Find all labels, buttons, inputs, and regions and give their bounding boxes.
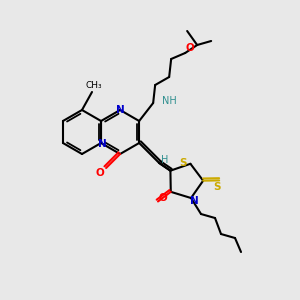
Text: H: H	[161, 155, 169, 165]
Text: S: S	[180, 158, 187, 168]
Text: O: O	[96, 168, 104, 178]
Text: NH: NH	[162, 96, 177, 106]
Text: CH₃: CH₃	[86, 80, 102, 89]
Text: O: O	[186, 43, 194, 53]
Text: N: N	[116, 105, 124, 115]
Text: O: O	[159, 194, 167, 203]
Text: N: N	[190, 196, 198, 206]
Text: N: N	[98, 139, 106, 149]
Text: S: S	[213, 182, 221, 192]
